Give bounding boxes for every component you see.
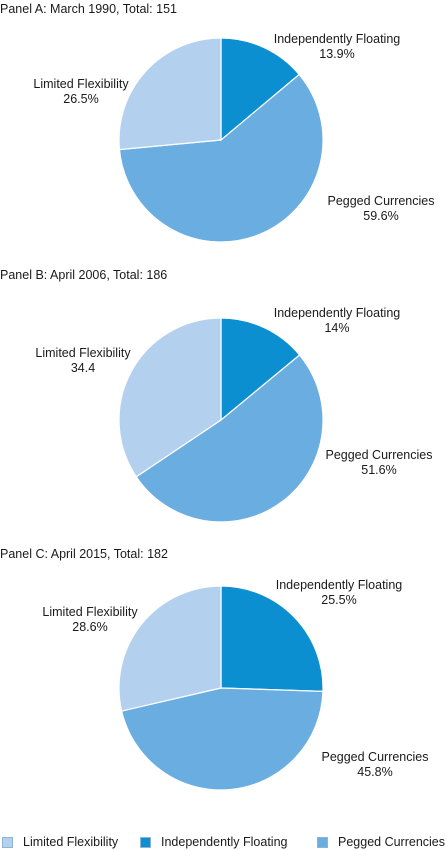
legend-item-floating: Independently Floating bbox=[140, 834, 287, 850]
panel-c-label-floating-name: Independently Floating bbox=[275, 578, 403, 592]
legend-swatch-floating bbox=[140, 836, 151, 848]
pie-slice-floating bbox=[220, 585, 324, 692]
panel-c-label-pegged-value: 45.8% bbox=[357, 765, 393, 779]
pie-slice-pegged bbox=[120, 687, 324, 791]
legend-swatch-pegged bbox=[317, 836, 328, 848]
legend: Limited Flexibility Independently Floati… bbox=[0, 834, 447, 850]
panel-c-title: Panel C: April 2015, Total: 182 bbox=[0, 547, 168, 561]
panel-b-label-limited-value: 34.4 bbox=[70, 361, 96, 375]
panel-a-label-pegged: Pegged Currencies 59.6% bbox=[314, 194, 447, 224]
panel-a: Panel A: March 1990, Total: 151 Independ… bbox=[0, 0, 447, 260]
panel-c-label-limited-value: 28.6% bbox=[72, 620, 108, 634]
pie-slice-pegged bbox=[135, 354, 324, 523]
legend-label-pegged: Pegged Currencies bbox=[338, 835, 446, 849]
panel-b-label-pegged-name: Pegged Currencies bbox=[325, 448, 433, 462]
panel-a-label-floating-name: Independently Floating bbox=[273, 32, 401, 46]
panel-c-label-limited-name: Limited Flexibility bbox=[42, 605, 138, 619]
panel-a-label-floating: Independently Floating 13.9% bbox=[262, 32, 412, 62]
panel-b-label-floating: Independently Floating 14% bbox=[262, 306, 412, 336]
panel-c: Panel C: April 2015, Total: 182 Independ… bbox=[0, 547, 447, 827]
panel-b-label-floating-name: Independently Floating bbox=[273, 306, 401, 320]
panel-c-label-pegged-name: Pegged Currencies bbox=[321, 750, 429, 764]
legend-item-limited: Limited Flexibility bbox=[2, 834, 118, 850]
panel-b-label-limited-name: Limited Flexibility bbox=[35, 346, 131, 360]
panel-b-label-pegged-value: 51.6% bbox=[361, 463, 397, 477]
panel-a-label-limited-name: Limited Flexibility bbox=[33, 77, 129, 91]
pie-slice-limited bbox=[118, 317, 222, 478]
legend-label-floating: Independently Floating bbox=[161, 835, 288, 849]
panel-b-label-pegged: Pegged Currencies 51.6% bbox=[312, 448, 446, 478]
panel-c-label-floating-value: 25.5% bbox=[321, 593, 357, 607]
panel-a-label-pegged-value: 59.6% bbox=[363, 209, 399, 223]
panel-b-title: Panel B: April 2006, Total: 186 bbox=[0, 268, 168, 282]
panel-b-label-floating-value: 14% bbox=[324, 321, 350, 335]
legend-item-pegged: Pegged Currencies bbox=[317, 834, 445, 850]
pie-slice-limited bbox=[118, 37, 222, 151]
panel-c-pie bbox=[118, 585, 324, 791]
legend-swatch-limited bbox=[2, 836, 13, 848]
panel-a-label-limited: Limited Flexibility 26.5% bbox=[16, 77, 146, 107]
panel-b-label-limited: Limited Flexibility 34.4 bbox=[18, 346, 148, 376]
pie-slice-floating bbox=[220, 37, 301, 142]
panel-a-label-floating-value: 13.9% bbox=[319, 47, 355, 61]
panel-c-label-pegged: Pegged Currencies 45.8% bbox=[308, 750, 442, 780]
panel-a-pie bbox=[118, 37, 324, 243]
legend-label-limited: Limited Flexibility bbox=[23, 835, 119, 849]
pie-slice-pegged bbox=[118, 73, 324, 243]
panel-c-label-floating: Independently Floating 25.5% bbox=[264, 578, 414, 608]
panel-a-label-pegged-name: Pegged Currencies bbox=[327, 194, 435, 208]
panel-a-label-limited-value: 26.5% bbox=[63, 92, 99, 106]
panel-b-pie bbox=[118, 317, 324, 523]
panel-c-label-limited: Limited Flexibility 28.6% bbox=[30, 605, 150, 635]
panel-b: Panel B: April 2006, Total: 186 Independ… bbox=[0, 268, 447, 538]
pie-slice-floating bbox=[220, 317, 301, 422]
panel-a-title: Panel A: March 1990, Total: 151 bbox=[0, 2, 177, 16]
pie-slice-limited bbox=[118, 585, 222, 712]
